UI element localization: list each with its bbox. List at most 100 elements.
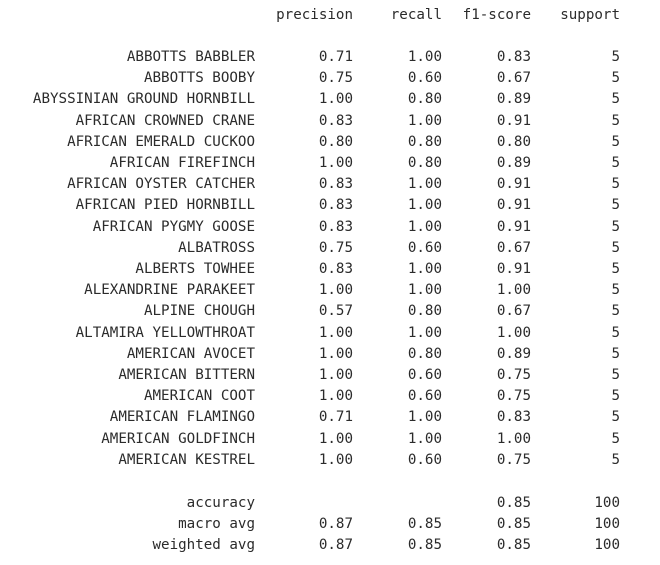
- row-label: AFRICAN PIED HORNBILL: [75, 197, 255, 214]
- f1-score-value: 0.89: [496, 91, 531, 108]
- row-label: ABBOTTS BABBLER: [126, 49, 255, 65]
- class-row: ALTAMIRA YELLOWTHROAT 1.00 1.00 1.00 5: [0, 323, 660, 344]
- recall-value: 1.00: [407, 324, 442, 341]
- recall-value: 0.85: [407, 516, 442, 533]
- summary-row: macro avg 0.87 0.85 0.85 100: [0, 514, 660, 535]
- header-recall: recall: [390, 7, 442, 23]
- class-row: AFRICAN PIED HORNBILL 0.83 1.00 0.91 5: [0, 195, 660, 216]
- row-label: AFRICAN FIREFINCH: [109, 155, 255, 171]
- support-value: 5: [611, 324, 620, 341]
- recall-value: 0.80: [407, 133, 442, 150]
- f1-score-value: 1.00: [496, 282, 531, 299]
- precision-value: 1.00: [318, 451, 353, 468]
- f1-score-value: 0.91: [496, 112, 531, 129]
- recall-value: 0.60: [407, 451, 442, 468]
- header-f1-score: f1-score: [462, 7, 531, 23]
- class-row: ALEXANDRINE PARAKEET 1.00 1.00 1.00 5: [0, 280, 660, 301]
- recall-value: 0.80: [407, 91, 442, 108]
- f1-score-value: 0.75: [496, 367, 531, 383]
- summary-row: weighted avg 0.87 0.85 0.85 100: [0, 535, 660, 556]
- precision-value: 0.71: [318, 409, 353, 426]
- class-row: AFRICAN CROWNED CRANE 0.83 1.00 0.91 5: [0, 111, 660, 132]
- f1-score-value: 1.00: [496, 324, 531, 341]
- precision-value: 0.57: [318, 303, 353, 320]
- f1-score-value: 0.75: [496, 451, 531, 468]
- recall-value: 1.00: [407, 49, 442, 65]
- precision-value: 1.00: [318, 324, 353, 341]
- header-row: precision recall f1-score support: [0, 5, 660, 26]
- recall-value: 1.00: [407, 112, 442, 129]
- class-row: AFRICAN PYGMY GOOSE 0.83 1.00 0.91 5: [0, 217, 660, 238]
- recall-value: 0.60: [407, 367, 442, 383]
- recall-value: 1.00: [407, 409, 442, 426]
- class-row: ALPINE CHOUGH 0.57 0.80 0.67 5: [0, 301, 660, 322]
- recall-value: 1.00: [407, 430, 442, 447]
- support-value: 5: [611, 133, 620, 150]
- row-label: ABBOTTS BOOBY: [143, 70, 255, 87]
- f1-score-value: 0.89: [496, 155, 531, 171]
- class-row: ALBATROSS 0.75 0.60 0.67 5: [0, 238, 660, 259]
- f1-score-value: 0.83: [496, 49, 531, 65]
- support-value: 100: [594, 537, 620, 554]
- row-label: weighted avg: [152, 537, 256, 554]
- precision-value: 0.87: [318, 516, 353, 533]
- row-label: ALBATROSS: [178, 239, 255, 256]
- support-value: 5: [611, 218, 620, 235]
- row-label: AMERICAN COOT: [143, 388, 255, 405]
- row-label: AFRICAN EMERALD CUCKOO: [67, 133, 255, 150]
- support-value: 5: [611, 282, 620, 299]
- f1-score-value: 0.91: [496, 218, 531, 235]
- precision-value: 1.00: [318, 345, 353, 362]
- row-label: ALPINE CHOUGH: [143, 303, 255, 320]
- precision-value: 0.80: [318, 133, 353, 150]
- recall-value: 0.60: [407, 239, 442, 256]
- summary-row: accuracy 0.85 100: [0, 493, 660, 514]
- precision-value: 0.87: [318, 537, 353, 554]
- recall-value: 1.00: [407, 218, 442, 235]
- recall-value: 0.80: [407, 303, 442, 320]
- class-row: ABBOTTS BABBLER 0.71 1.00 0.83 5: [0, 47, 660, 68]
- precision-value: 1.00: [318, 388, 353, 405]
- header-precision: precision: [276, 7, 353, 23]
- precision-value: 1.00: [318, 430, 353, 447]
- precision-value: 0.83: [318, 218, 353, 235]
- support-value: 5: [611, 409, 620, 426]
- precision-value: 0.75: [318, 239, 353, 256]
- class-row: AMERICAN KESTREL 1.00 0.60 0.75 5: [0, 450, 660, 471]
- class-row: AMERICAN FLAMINGO 0.71 1.00 0.83 5: [0, 407, 660, 428]
- recall-value: 0.60: [407, 70, 442, 87]
- class-row: ABBOTTS BOOBY 0.75 0.60 0.67 5: [0, 68, 660, 89]
- f1-score-value: 0.67: [496, 70, 531, 87]
- recall-value: 1.00: [407, 176, 442, 193]
- f1-score-value: 0.67: [496, 303, 531, 320]
- precision-value: 0.83: [318, 197, 353, 214]
- row-label: ALBERTS TOWHEE: [135, 261, 255, 277]
- support-value: 5: [611, 91, 620, 108]
- f1-score-value: 0.85: [496, 516, 531, 533]
- header-support: support: [560, 7, 620, 23]
- row-label: ALEXANDRINE PARAKEET: [84, 282, 255, 299]
- class-row: AMERICAN GOLDFINCH 1.00 1.00 1.00 5: [0, 429, 660, 450]
- row-label: AMERICAN AVOCET: [126, 345, 255, 362]
- class-row: ALBERTS TOWHEE 0.83 1.00 0.91 5: [0, 259, 660, 280]
- recall-value: 1.00: [407, 197, 442, 214]
- f1-score-value: 0.85: [496, 495, 531, 511]
- f1-score-value: 0.89: [496, 345, 531, 362]
- recall-value: 1.00: [407, 261, 442, 277]
- precision-value: 0.75: [318, 70, 353, 87]
- row-label: AMERICAN GOLDFINCH: [101, 430, 255, 447]
- class-row: AFRICAN FIREFINCH 1.00 0.80 0.89 5: [0, 153, 660, 174]
- row-label: accuracy: [186, 495, 255, 511]
- precision-value: 0.71: [318, 49, 353, 65]
- support-value: 5: [611, 261, 620, 277]
- row-label: macro avg: [178, 516, 255, 533]
- support-value: 5: [611, 197, 620, 214]
- row-label: AMERICAN KESTREL: [118, 451, 255, 468]
- recall-value: 0.80: [407, 345, 442, 362]
- precision-value: 1.00: [318, 282, 353, 299]
- row-label: AMERICAN FLAMINGO: [109, 409, 255, 426]
- recall-value: 1.00: [407, 282, 442, 299]
- support-value: 5: [611, 303, 620, 320]
- support-value: 5: [611, 239, 620, 256]
